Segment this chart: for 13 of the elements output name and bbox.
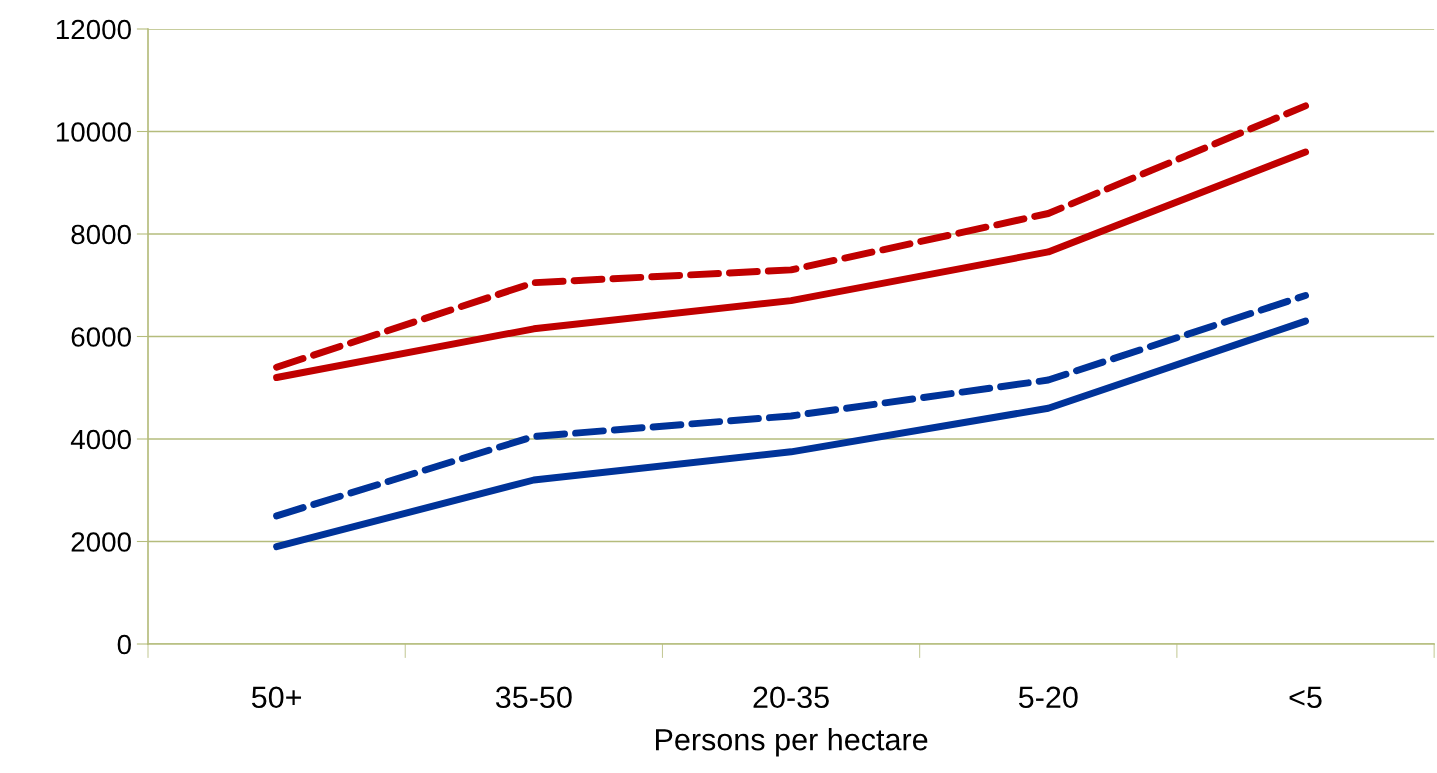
x-tick-label: 20-35: [753, 686, 829, 709]
y-tick-label: 8000: [71, 224, 131, 245]
y-tick-label: 0: [117, 634, 131, 655]
y-tick-label: 4000: [70, 429, 131, 450]
x-tick-label: 5-20: [1018, 686, 1078, 709]
x-axis-title: Persons per hectare: [656, 728, 928, 757]
x-tick-label: <5: [1289, 686, 1322, 709]
y-tick-label: 10000: [56, 122, 131, 142]
y-tick-label: 12000: [56, 19, 131, 40]
x-tick-label: 35-50: [495, 686, 572, 709]
y-tick-label: 6000: [71, 327, 131, 347]
y-tick-label: 2000: [71, 532, 131, 552]
x-tick-label: 50+: [251, 686, 302, 709]
